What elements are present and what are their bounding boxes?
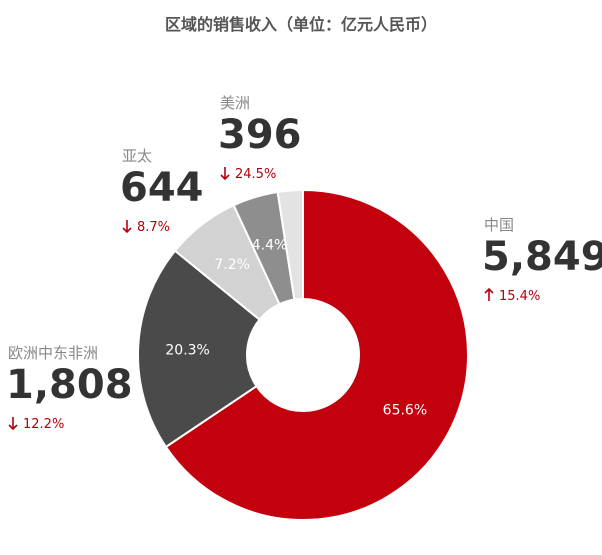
region-name: 欧洲中东非洲 bbox=[8, 344, 98, 362]
change-arrow bbox=[220, 167, 230, 181]
region-value: 5,849 bbox=[482, 234, 602, 280]
change-label: 8.7% bbox=[137, 220, 170, 235]
region-name: 美洲 bbox=[220, 94, 250, 112]
slice-percent: 20.3% bbox=[165, 343, 209, 359]
change-arrow bbox=[122, 220, 132, 234]
slice-percent: 65.6% bbox=[383, 402, 427, 418]
slice-percent: 4.4% bbox=[252, 237, 288, 253]
region-name: 中国 bbox=[484, 216, 514, 234]
donut-slice bbox=[164, 188, 469, 521]
slice-percent: 7.2% bbox=[214, 257, 250, 273]
region-value: 396 bbox=[218, 112, 302, 158]
region-value: 1,808 bbox=[6, 362, 133, 408]
change-arrow bbox=[484, 287, 494, 301]
donut-slice bbox=[276, 188, 304, 301]
chart-title: 区域的销售收入（单位：亿元人民币） bbox=[165, 15, 437, 34]
change-label: 15.4% bbox=[499, 289, 540, 304]
region-name: 亚太 bbox=[122, 147, 152, 165]
region-value: 644 bbox=[120, 165, 204, 211]
change-arrow bbox=[8, 417, 18, 431]
change-label: 12.2% bbox=[23, 417, 64, 432]
donut-slice bbox=[137, 249, 261, 449]
change-label: 24.5% bbox=[235, 167, 276, 182]
